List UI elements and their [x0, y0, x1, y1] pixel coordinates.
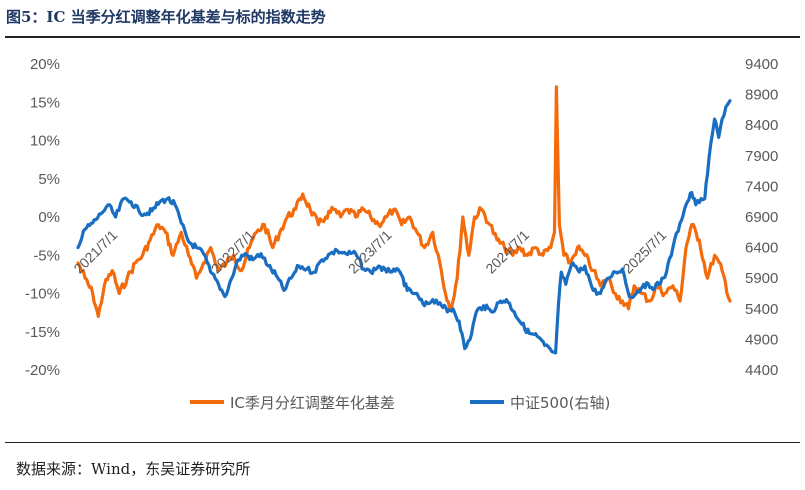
source-note: 数据来源：Wind，东吴证券研究所 — [16, 460, 251, 478]
right-tick-label: 6900 — [745, 209, 778, 226]
right-tick-label: 5900 — [745, 270, 778, 287]
right-tick-label: 4900 — [745, 331, 778, 348]
left-tick-label: 5% — [38, 171, 60, 188]
bottom-rule — [5, 442, 800, 443]
right-tick-label: 9400 — [745, 56, 778, 73]
left-tick-label: -10% — [25, 286, 60, 303]
series-line-csi500 — [76, 99, 732, 355]
right-tick-label: 8400 — [745, 117, 778, 134]
left-axis-ticks: 20% 15% 10% 5% 0% -5% -10% -15% -20% — [25, 56, 60, 379]
left-tick-label: 20% — [30, 56, 60, 73]
x-tick-label: 2022/7/1 — [208, 227, 258, 277]
right-axis-ticks: 9400 8900 8400 7900 7400 6900 6400 5900 5400 4900… — [745, 56, 778, 379]
left-tick-label: -5% — [33, 247, 60, 264]
figure-title: 图5：IC 当季分红调整年化基差与标的指数走势 — [6, 8, 326, 26]
series-line-ic-basis — [76, 85, 732, 318]
legend-label: 中证500(右轴) — [510, 394, 610, 412]
left-tick-label: 10% — [30, 133, 60, 150]
left-tick-label: -15% — [25, 324, 60, 341]
right-tick-label: 8900 — [745, 87, 778, 104]
series-layer — [76, 85, 732, 355]
legend-label: IC季月分红调整年化基差 — [230, 394, 395, 412]
right-tick-label: 7900 — [745, 148, 778, 165]
legend: IC季月分红调整年化基差 中证500(右轴) — [190, 394, 610, 412]
left-tick-label: 0% — [38, 209, 60, 226]
top-rule — [5, 36, 800, 38]
right-tick-label: 6400 — [745, 240, 778, 257]
x-tick-label: 2025/7/1 — [620, 227, 670, 277]
right-tick-label: 7400 — [745, 178, 778, 195]
left-tick-label: 15% — [30, 94, 60, 111]
right-tick-label: 5400 — [745, 301, 778, 318]
x-tick-label: 2021/7/1 — [70, 227, 120, 277]
left-tick-label: -20% — [25, 362, 60, 379]
right-tick-label: 4400 — [745, 362, 778, 379]
chart: 20% 15% 10% 5% 0% -5% -10% -15% -20% 9400 8900 840… — [25, 56, 778, 412]
